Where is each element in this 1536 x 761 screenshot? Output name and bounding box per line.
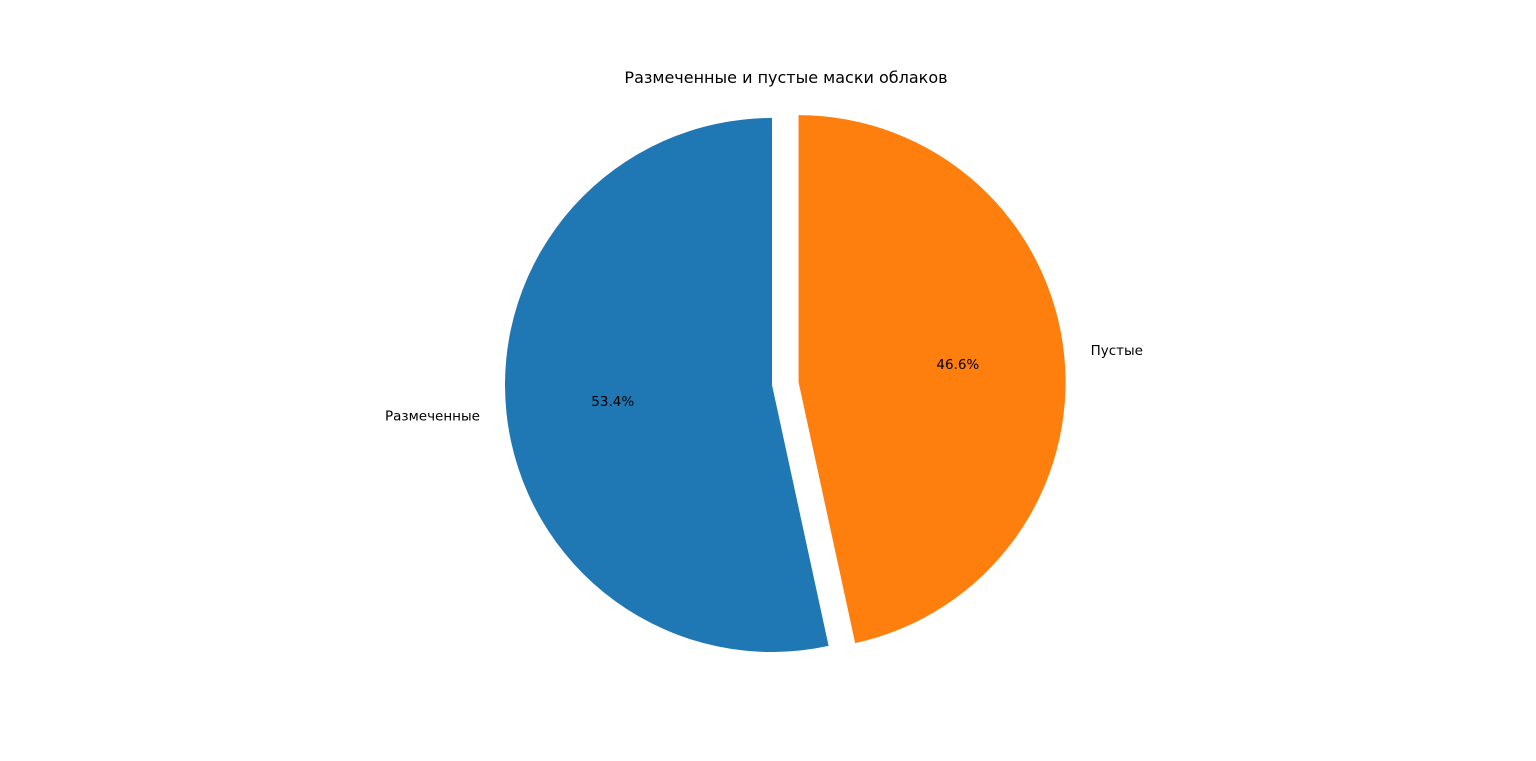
slice-percent-label-1: 53.4% <box>591 394 634 410</box>
pie-slice-1 <box>504 118 829 653</box>
slice-percent-label-2: 46.6% <box>936 357 979 373</box>
pie-slice-2 <box>798 115 1066 644</box>
chart-title: Размеченные и пустые маски облаков <box>624 68 947 87</box>
slice-label-2: Пустые <box>1091 343 1143 359</box>
pie-slices <box>504 115 1066 653</box>
slice-label-1: Размеченные <box>385 408 480 424</box>
pie-labels: Размеченные 53.4% Пустые 46.6% <box>385 343 1143 424</box>
